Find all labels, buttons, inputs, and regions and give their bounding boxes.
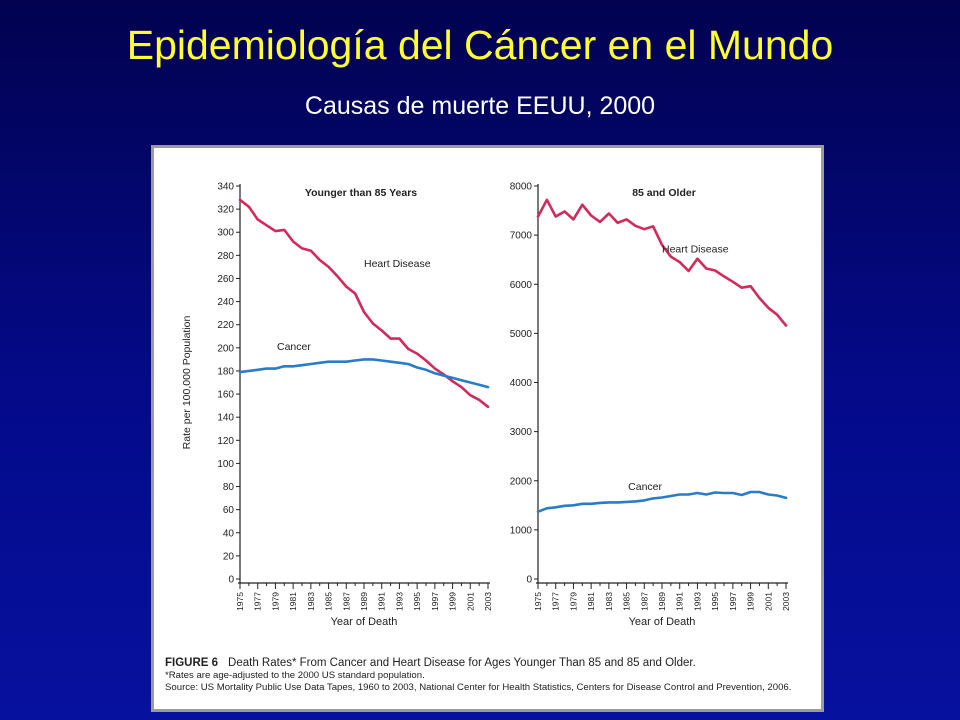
y-tick-label: 260 <box>217 274 234 285</box>
panel-85-and-older: 0 1000 2000 3000 4000 5000 6000 7000 8000 1975 197… <box>510 182 791 629</box>
x-tick-label: 1999 <box>746 592 756 611</box>
y-tick-label: 8000 <box>510 182 533 193</box>
x-tick-label: 1979 <box>270 592 280 611</box>
figure-caption: FIGURE 6 Death Rates* From Cancer and Hea… <box>165 656 815 694</box>
x-tick-label: 1989 <box>657 592 667 611</box>
panel-title: Younger than 85 Years <box>305 187 417 199</box>
y-tick-label: 280 <box>217 251 234 262</box>
x-tick-label: 1985 <box>622 592 632 611</box>
x-tick-label: 1981 <box>288 592 298 611</box>
y-tick-label: 300 <box>217 228 234 239</box>
x-tick-label: 1983 <box>306 592 316 611</box>
heart-disease-series-label: Heart Disease <box>364 258 431 270</box>
heart-disease-series-label: Heart Disease <box>662 243 729 255</box>
x-tick-label: 1989 <box>359 592 369 611</box>
slide-title: Epidemiología del Cáncer en el Mundo <box>126 22 834 68</box>
y-tick-label: 1000 <box>510 525 533 536</box>
x-tick-label: 2001 <box>465 592 475 611</box>
figure-frame: 0 20 40 60 80 100 120 140 160 180 200 220 240 260 280 3… <box>151 145 824 712</box>
panel-younger-than-85: 0 20 40 60 80 100 120 140 160 180 200 220 240 260 280 3… <box>181 182 493 629</box>
y-tick-label: 200 <box>217 343 234 354</box>
x-tick-label: 1993 <box>692 592 702 611</box>
figure-source: Source: US Mortality Public Use Data Tap… <box>165 682 792 693</box>
y-tick-label: 320 <box>217 205 234 216</box>
y-tick-label: 0 <box>228 575 234 586</box>
y-tick-label: 340 <box>217 182 234 193</box>
x-tick-label: 1981 <box>586 592 596 611</box>
x-tick-label: 1979 <box>568 592 578 611</box>
death-rates-charts: 0 20 40 60 80 100 120 140 160 180 200 220 240 260 280 3… <box>181 182 791 629</box>
y-tick-label: 60 <box>223 505 235 516</box>
y-tick-label: 180 <box>217 366 234 377</box>
x-tick-label: 1993 <box>394 592 404 611</box>
y-tick-label: 6000 <box>510 280 533 291</box>
cancer-series-label: Cancer <box>277 341 311 353</box>
y-tick-label: 3000 <box>510 427 533 438</box>
x-tick-label: 1997 <box>728 592 738 611</box>
x-tick-label: 1991 <box>377 592 387 611</box>
y-tick-label: 120 <box>217 436 234 447</box>
y-tick-label: 240 <box>217 297 234 308</box>
x-tick-label: 2003 <box>781 592 791 611</box>
x-tick-label: 1983 <box>604 592 614 611</box>
y-tick-label: 220 <box>217 320 234 331</box>
x-axis-title: Year of Death <box>629 616 696 628</box>
x-tick-label: 1987 <box>639 592 649 611</box>
x-axis-title: Year of Death <box>331 616 398 628</box>
y-tick-label: 160 <box>217 390 234 401</box>
x-tick-label: 1999 <box>448 592 458 611</box>
heart-disease-line <box>238 198 490 409</box>
slide-subtitle: Causas de muerte EEUU, 2000 <box>304 92 656 120</box>
y-tick-label: 20 <box>223 551 235 562</box>
figure-caption-text: Death Rates* From Cancer and Heart Disea… <box>228 657 696 669</box>
x-tick-label: 1987 <box>341 592 351 611</box>
cancer-line <box>238 358 490 389</box>
x-tick-label: 1977 <box>551 592 561 611</box>
x-tick-label: 1985 <box>324 592 334 611</box>
x-tick-label: 2003 <box>483 592 493 611</box>
cancer-line <box>536 490 788 514</box>
y-tick-label: 7000 <box>510 231 533 242</box>
panel-title: 85 and Older <box>632 187 696 199</box>
y-tick-label: 2000 <box>510 476 533 487</box>
heart-disease-line <box>536 198 788 327</box>
y-tick-label: 0 <box>526 575 532 586</box>
y-axis-title: Rate per 100,000 Population <box>181 315 193 449</box>
cancer-series-label: Cancer <box>628 481 662 493</box>
x-tick-label: 1995 <box>412 592 422 611</box>
figure-footnote: *Rates are age-adjusted to the 2000 US s… <box>165 670 425 681</box>
x-tick-label: 1997 <box>430 592 440 611</box>
y-tick-label: 4000 <box>510 378 533 389</box>
x-tick-label: 1991 <box>675 592 685 611</box>
y-tick-label: 80 <box>223 482 235 493</box>
y-tick-label: 140 <box>217 413 234 424</box>
x-tick-label: 1975 <box>533 592 543 611</box>
x-tick-label: 1975 <box>235 592 245 611</box>
y-tick-label: 100 <box>217 459 234 470</box>
y-tick-label: 5000 <box>510 329 533 340</box>
y-tick-label: 40 <box>223 528 235 539</box>
x-tick-label: 1995 <box>710 592 720 611</box>
x-tick-label: 2001 <box>763 592 773 611</box>
x-tick-label: 1977 <box>253 592 263 611</box>
figure-label: FIGURE 6 <box>165 657 219 669</box>
